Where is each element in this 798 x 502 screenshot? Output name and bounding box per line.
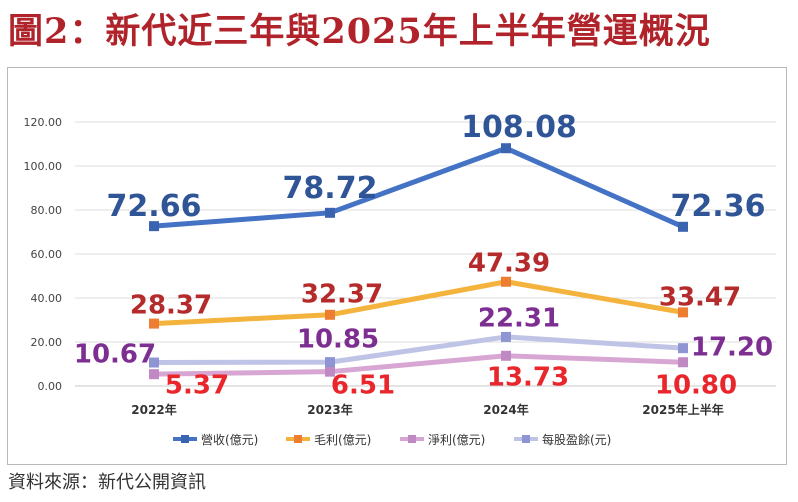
data-point xyxy=(501,331,511,342)
data-label: 13.73 xyxy=(487,362,569,392)
legend-swatch-marker xyxy=(181,435,189,443)
legend-label: 每股盈餘(元) xyxy=(542,432,611,447)
data-label: 78.72 xyxy=(283,171,378,206)
x-tick-label: 2024年 xyxy=(483,402,528,417)
series-line xyxy=(151,145,686,230)
chart-title: 圖2：新代近三年與2025年上半年營運概況 xyxy=(8,11,711,52)
data-point xyxy=(325,366,335,377)
legend-label: 毛利(億元) xyxy=(314,433,371,447)
data-point xyxy=(678,343,688,354)
data-point xyxy=(149,221,159,232)
source-note: 資料來源：新代公開資訊 xyxy=(8,472,206,493)
data-point xyxy=(501,143,511,154)
legend-swatch-marker xyxy=(408,435,416,443)
data-label: 10.85 xyxy=(297,324,379,354)
data-label: 10.80 xyxy=(655,370,737,400)
data-point xyxy=(678,221,688,232)
y-tick-label: 60.00 xyxy=(31,248,63,261)
legend-swatch-marker xyxy=(294,435,302,443)
legend-swatch-marker xyxy=(522,435,530,443)
y-tick-label: 120.00 xyxy=(24,116,63,129)
data-point xyxy=(325,207,335,218)
data-label: 5.37 xyxy=(165,370,229,400)
data-point xyxy=(678,307,688,318)
legend-label: 營收(億元) xyxy=(201,433,258,447)
x-tick-label: 2022年 xyxy=(131,402,176,417)
data-point xyxy=(149,357,159,368)
data-label: 47.39 xyxy=(468,248,550,278)
data-label: 108.08 xyxy=(461,110,577,145)
data-point xyxy=(501,350,511,361)
y-tick-label: 40.00 xyxy=(31,292,63,305)
x-tick-label: 2025年上半年 xyxy=(642,402,723,417)
data-point xyxy=(325,309,335,320)
x-tick-label: 2023年 xyxy=(307,402,352,417)
data-label: 10.67 xyxy=(74,339,156,369)
data-label: 17.20 xyxy=(691,332,773,362)
line-chart: 0.00 20.00 40.00 60.00 80.00 100.00 120.00 2022… xyxy=(24,110,776,447)
series-line xyxy=(151,279,686,327)
data-label: 33.47 xyxy=(659,282,741,312)
y-tick-label: 0.00 xyxy=(38,380,63,393)
data-label: 72.36 xyxy=(671,189,766,224)
y-tick-label: 100.00 xyxy=(24,160,63,173)
data-label: 22.31 xyxy=(478,303,560,333)
y-tick-label: 80.00 xyxy=(31,204,63,217)
data-label: 28.37 xyxy=(130,290,212,320)
data-point xyxy=(325,357,335,368)
chart-panel: 0.00 20.00 40.00 60.00 80.00 100.00 120.00 2022… xyxy=(7,67,787,465)
data-label: 32.37 xyxy=(301,279,383,309)
data-point xyxy=(501,276,511,287)
data-point xyxy=(149,318,159,329)
data-label: 6.51 xyxy=(331,370,395,400)
series-line xyxy=(151,334,686,366)
y-tick-label: 20.00 xyxy=(31,336,63,349)
data-point xyxy=(149,369,159,380)
data-point xyxy=(678,357,688,368)
series-line xyxy=(151,353,686,377)
data-label: 72.66 xyxy=(107,189,202,224)
legend-label: 淨利(億元) xyxy=(428,433,485,447)
